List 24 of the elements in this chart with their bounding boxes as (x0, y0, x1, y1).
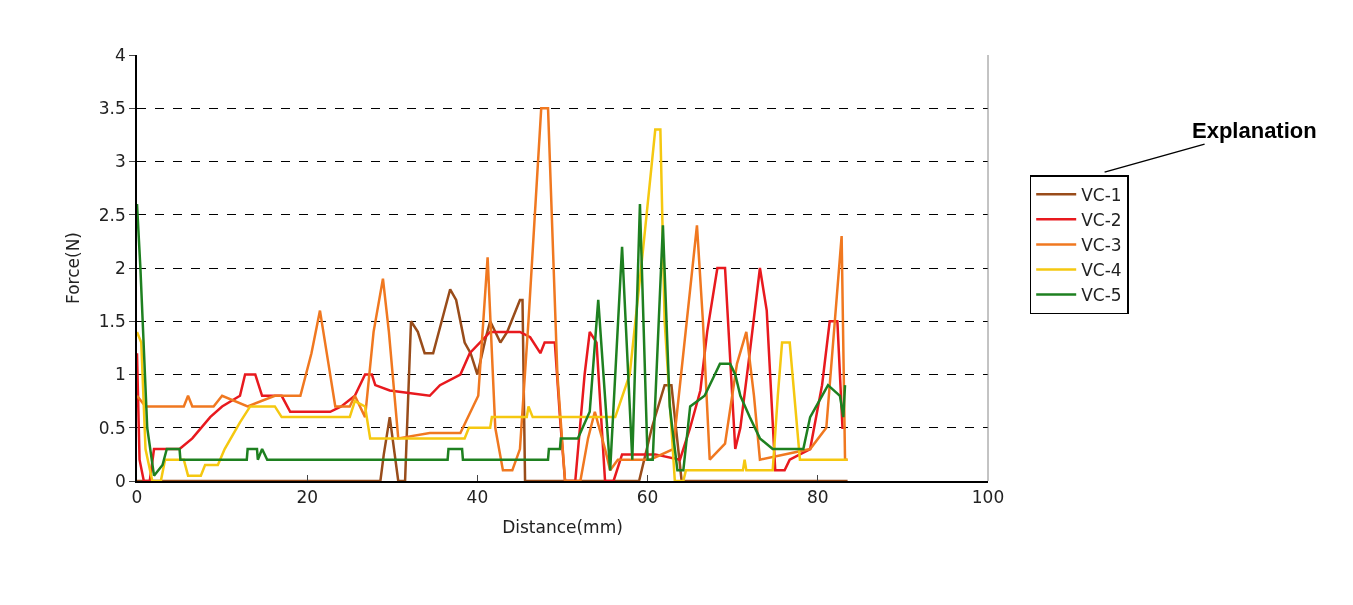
y-tick-label: 2.5 (98, 204, 126, 225)
legend-label: VC-1 (1081, 184, 1122, 205)
x-axis-title: Distance(mm) (502, 517, 623, 538)
y-axis-title: Force(N) (62, 232, 83, 304)
y-tick-label: 4 (115, 44, 126, 65)
x-tick-label: 100 (971, 487, 1005, 508)
y-tick-label: 0 (115, 470, 126, 491)
legend-label: VC-2 (1081, 209, 1122, 230)
x-tick-label: 40 (466, 487, 489, 508)
line-series (137, 202, 847, 477)
x-tick-label: 20 (296, 487, 319, 508)
x-tick-label: 60 (636, 487, 659, 508)
text: Explanation (1192, 118, 1317, 143)
y-tick-label: 3.5 (98, 98, 126, 119)
x-tick-label: 0 (131, 487, 143, 508)
y-tick-label: 2 (115, 257, 126, 278)
y-tick-label: 1.5 (98, 311, 126, 332)
legend-label: VC-3 (1081, 235, 1122, 256)
y-tick-label: 1 (115, 364, 126, 385)
y-tick-label: 0.5 (98, 417, 126, 438)
legend-label: VC-5 (1081, 285, 1122, 306)
legend-label: VC-4 (1081, 260, 1122, 281)
y-tick-label: 3 (115, 151, 126, 172)
x-tick-label: 80 (806, 487, 829, 508)
